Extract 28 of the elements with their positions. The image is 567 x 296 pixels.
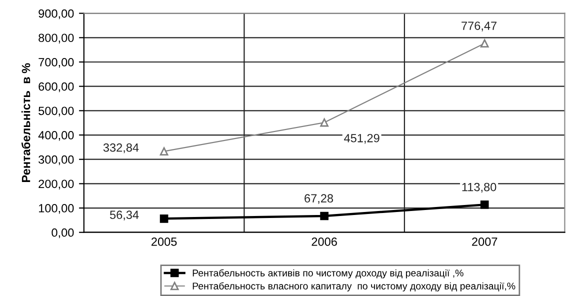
x-tick-label: 2005	[152, 238, 177, 246]
data-label: 451,29	[344, 134, 380, 144]
y-tick-label: 100,00	[38, 204, 74, 214]
y-tick-label: 800,00	[38, 34, 74, 44]
point	[480, 39, 489, 48]
legend-label: Рентабельность активів по чистому доходу від реалізації ,%	[192, 269, 464, 278]
data-label: 56,34	[110, 210, 139, 220]
data-label: 776,47	[462, 22, 497, 32]
y-tick-label: 0,00	[52, 228, 74, 238]
point	[160, 147, 168, 156]
y-tick-label: 600,00	[38, 82, 74, 92]
data-label: 332,84	[103, 143, 139, 154]
y-tick-label: 300,00	[38, 155, 74, 166]
y-tick-label: 900,00	[38, 9, 74, 20]
x-tick-label: 2007	[472, 238, 498, 246]
point	[480, 200, 489, 209]
data-label: 113,80	[462, 182, 496, 193]
y-tick-label: 700,00	[38, 58, 74, 68]
point	[320, 118, 328, 127]
x-tick-label: 2006	[312, 238, 337, 246]
y-tick-label: 400,00	[38, 131, 74, 141]
point	[320, 212, 328, 220]
point	[160, 214, 168, 223]
y-tick-label: 200,00	[38, 180, 74, 190]
legend-label: Рентабельность власного капиталу по чистому доходу від реалізації,%	[192, 282, 516, 292]
y-axis-title: Рентабельність в %	[21, 63, 30, 182]
y-tick-label: 500,00	[38, 106, 74, 116]
data-label: 67,28	[304, 194, 334, 204]
